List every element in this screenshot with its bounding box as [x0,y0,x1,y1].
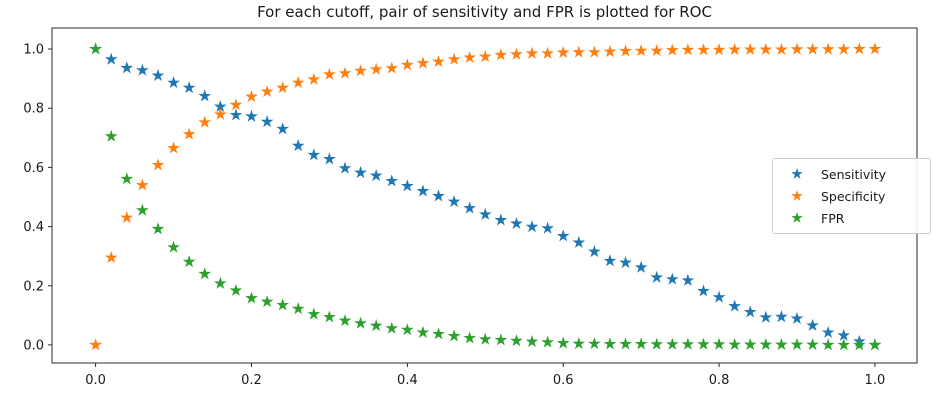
y-tick-label: 0.0 [23,338,44,353]
x-tick-label: 0.8 [709,373,730,388]
y-tick-label: 0.6 [23,161,44,176]
series-fpr-points [89,42,882,351]
x-tick-label: 0.2 [241,373,262,388]
x-tick-label: 0.6 [553,373,574,388]
fpr-star-marker-icon [791,212,803,223]
legend-label: Specificity [821,188,886,204]
specificity-star-marker-icon [791,190,803,201]
series-specificity-points [89,42,882,351]
y-tick-label: 0.2 [23,279,44,294]
legend-label: Sensitivity [821,166,887,182]
legend-item-fpr: FPR [773,207,930,229]
legend-label: FPR [821,210,845,226]
legend-item-specificity: Specificity [773,185,930,207]
x-tick-label: 0.4 [397,373,418,388]
y-tick-label: 1.0 [23,43,44,58]
y-tick-label: 0.4 [23,220,44,235]
series-sensitivity-points [89,42,882,351]
x-tick-label: 0.0 [85,373,106,388]
chart-title: For each cutoff, pair of sensitivity and… [257,3,712,21]
x-tick-label: 1.0 [865,373,886,388]
legend: Sensitivity Specificity FPR [772,158,931,234]
sensitivity-star-marker-icon [791,168,803,179]
legend-item-sensitivity: Sensitivity [773,163,930,185]
y-tick-label: 0.8 [23,102,44,117]
